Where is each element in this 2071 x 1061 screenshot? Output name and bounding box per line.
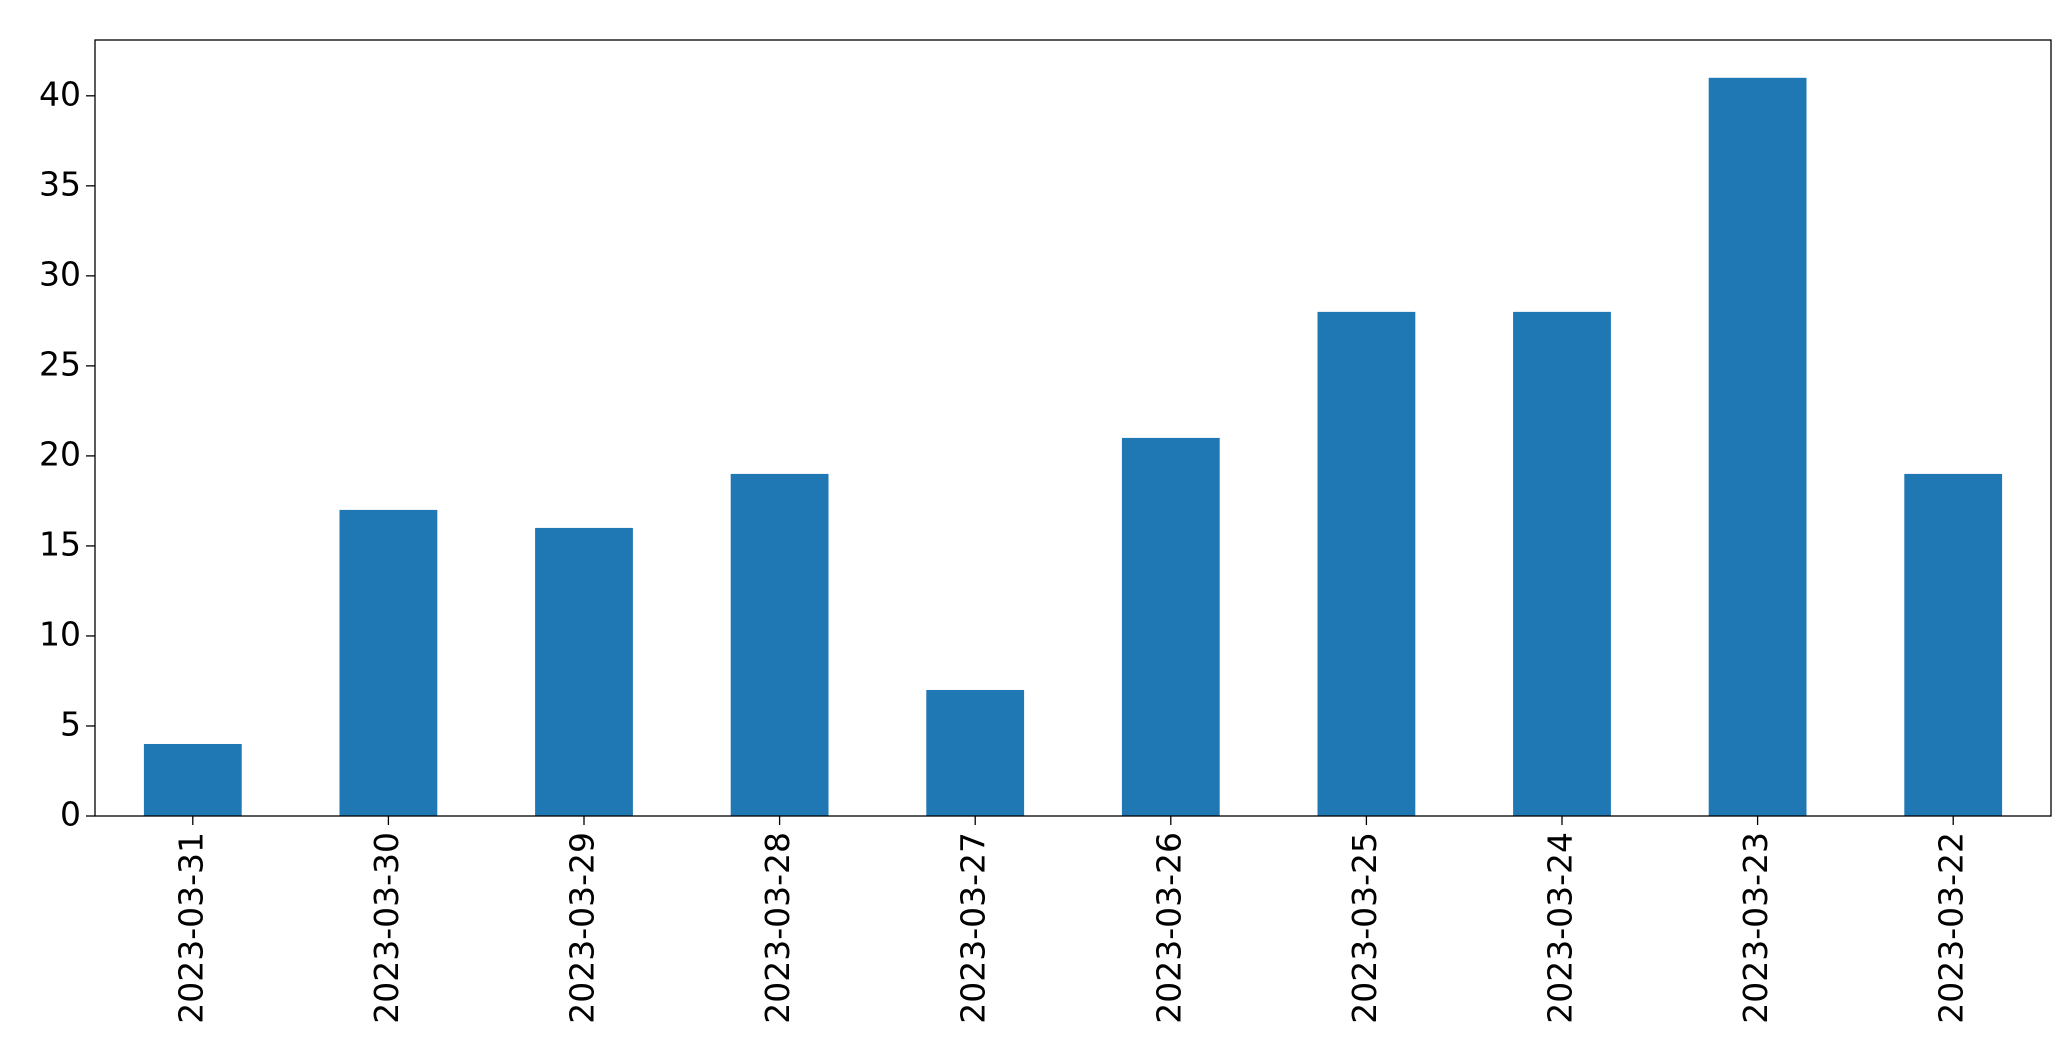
y-tick-label: 35 xyxy=(39,164,81,203)
bar xyxy=(1708,77,1807,816)
x-tick-label: 2023-03-29 xyxy=(563,832,602,1024)
x-tick-label: 2023-03-31 xyxy=(171,832,210,1024)
x-tick-label: 2023-03-28 xyxy=(758,832,797,1024)
y-tick-label: 20 xyxy=(39,434,81,473)
bar xyxy=(339,509,438,816)
bar xyxy=(730,473,829,816)
bar xyxy=(1317,311,1416,816)
x-tick-label: 2023-03-24 xyxy=(1541,832,1580,1024)
y-tick-label: 15 xyxy=(39,524,81,563)
bar xyxy=(1904,473,2003,816)
x-tick-label: 2023-03-25 xyxy=(1345,832,1384,1024)
x-tick-label: 2023-03-22 xyxy=(1932,832,1971,1024)
x-tick-label: 2023-03-27 xyxy=(954,832,993,1024)
x-tick-label: 2023-03-23 xyxy=(1736,832,1775,1024)
y-tick-label: 5 xyxy=(60,704,81,743)
y-tick-label: 25 xyxy=(39,344,81,383)
y-tick-label: 10 xyxy=(39,614,81,653)
bar xyxy=(1513,311,1611,816)
bar xyxy=(535,527,633,816)
x-tick-label: 2023-03-26 xyxy=(1149,832,1188,1024)
y-tick-label: 40 xyxy=(39,74,81,113)
bar xyxy=(1121,437,1220,816)
x-tick-label: 2023-03-30 xyxy=(367,832,406,1024)
bar xyxy=(926,689,1025,816)
y-tick-label: 0 xyxy=(60,795,81,834)
plot-frame xyxy=(94,39,2052,817)
y-tick-label: 30 xyxy=(39,254,81,293)
bar xyxy=(143,743,242,816)
